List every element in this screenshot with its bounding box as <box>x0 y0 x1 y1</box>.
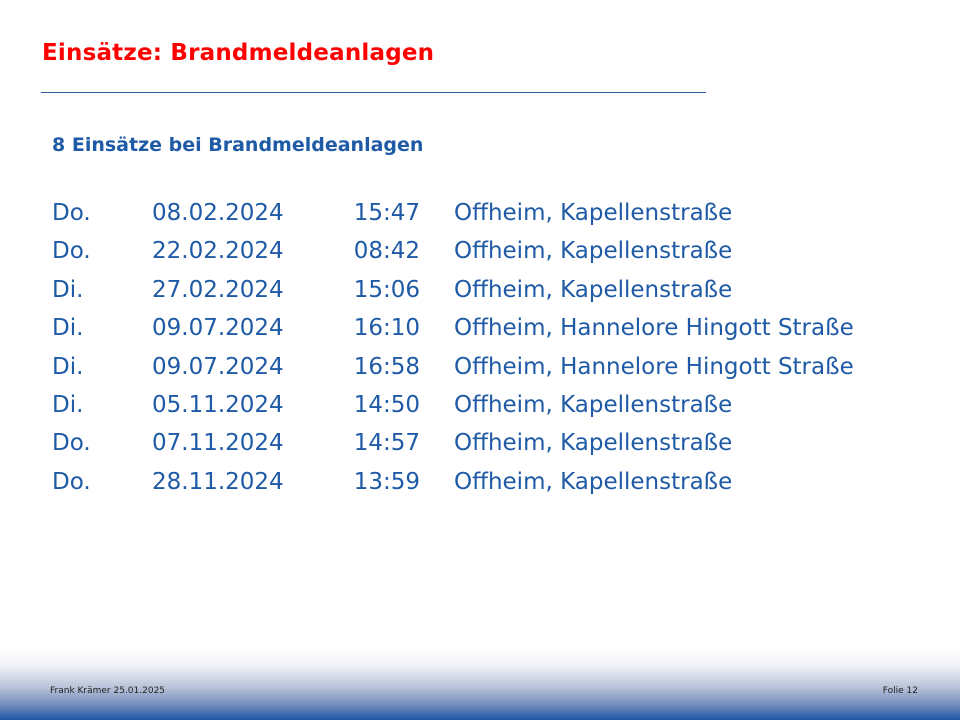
date: 27.02.2024 <box>152 276 284 303</box>
time: 14:57 <box>353 430 420 457</box>
date: 09.07.2024 <box>152 315 284 342</box>
footer-slide-number: Folie 12 <box>882 686 918 696</box>
place: Offheim, Kapellenstraße <box>454 430 733 457</box>
day: Do. <box>52 238 91 265</box>
day: Do. <box>52 468 91 495</box>
day: Do. <box>52 430 91 457</box>
place: Offheim, Kapellenstraße <box>454 276 733 303</box>
time: 15:06 <box>353 276 420 303</box>
slide-title: Einsätze: Brandmeldeanlagen <box>42 40 435 66</box>
place: Offheim, Kapellenstraße <box>454 238 733 265</box>
slide-subtitle: 8 Einsätze bei Brandmeldeanlagen <box>52 134 424 156</box>
place: Offheim, Hannelore Hingott Straße <box>454 353 854 380</box>
time: 16:10 <box>353 315 420 342</box>
day: Di. <box>52 276 84 303</box>
time: 13:59 <box>353 468 420 495</box>
time: 14:50 <box>353 391 420 418</box>
title-divider <box>41 92 706 93</box>
day: Di. <box>52 391 84 418</box>
date: 05.11.2024 <box>152 391 284 418</box>
time: 15:47 <box>353 200 420 226</box>
place: Offheim, Hannelore Hingott Straße <box>454 315 854 342</box>
place: Offheim, Kapellenstraße <box>454 391 733 418</box>
day: Do. <box>52 200 91 226</box>
place: Offheim, Kapellenstraße <box>454 468 733 495</box>
date: 08.02.2024 <box>152 200 284 226</box>
date: 28.11.2024 <box>152 468 284 495</box>
day: Di. <box>52 353 84 380</box>
footer-author-date: Frank Krämer 25.01.2025 <box>50 686 166 696</box>
time: 16:58 <box>353 353 420 380</box>
time: 08:42 <box>353 238 420 265</box>
day: Di. <box>52 315 84 342</box>
date: 22.02.2024 <box>152 238 284 265</box>
date: 07.11.2024 <box>152 430 284 457</box>
footer-gradient-band <box>0 650 960 720</box>
date: 09.07.2024 <box>152 353 284 380</box>
place: Offheim, Kapellenstraße <box>454 200 733 226</box>
